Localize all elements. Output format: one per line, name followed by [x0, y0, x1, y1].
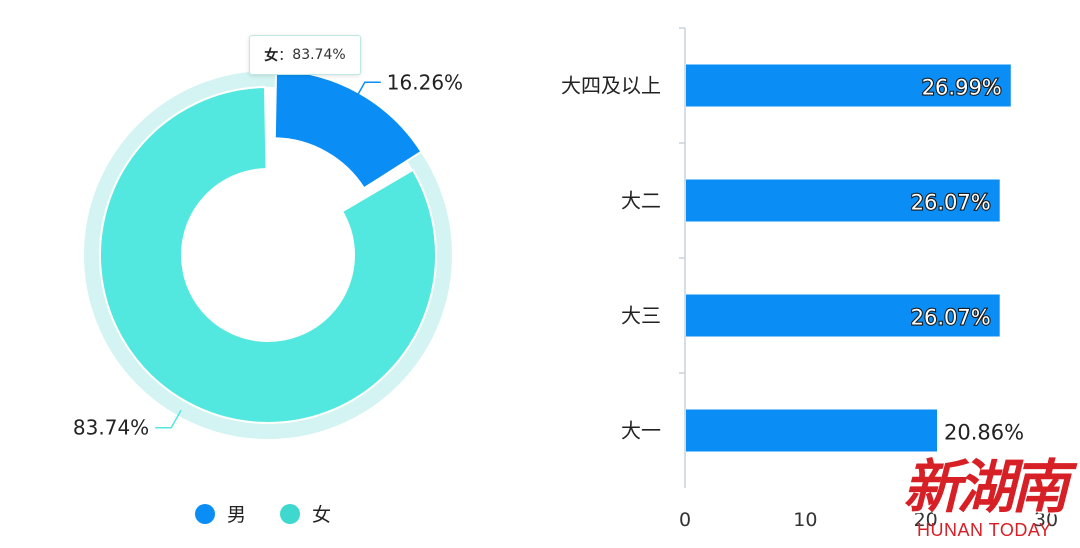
legend-dot-female [280, 503, 301, 524]
category-label: 大四及以上 [561, 74, 661, 98]
slice-label-female: 83.74% [73, 416, 149, 440]
value-label: 26.07% [911, 191, 991, 215]
donut-hover-halo [84, 71, 452, 439]
watermark-subtitle: HUNAN TODAY [917, 520, 1052, 540]
bar-1[interactable] [686, 64, 1011, 107]
value-label: 26.99% [922, 76, 1002, 100]
leader-line-male [354, 81, 381, 101]
tooltip-separator: ： [278, 48, 293, 64]
bar-2[interactable] [686, 179, 1000, 222]
slice-label-male: 16.26% [387, 70, 463, 94]
bar-4[interactable] [686, 409, 938, 452]
x-tick-label: 0 [679, 509, 691, 531]
bar-3[interactable] [686, 294, 1000, 337]
x-tick-label: 20 [914, 509, 938, 531]
tooltip-label: 女 [264, 48, 279, 64]
legend-item-female[interactable]: 女 [280, 500, 331, 527]
pie-tooltip: 女： 83.74% [249, 35, 361, 75]
watermark-title: 新湖南 [903, 453, 1069, 521]
legend-label-female: 女 [312, 504, 332, 526]
donut-chart: 16.26% 83.74% [73, 69, 463, 440]
category-label: 大二 [621, 189, 661, 213]
donut-slice-female[interactable] [99, 86, 437, 425]
category-label: 大三 [621, 304, 661, 328]
bar-chart: 大四及以上 26.99% 大二 26.07% 大三 26.07% 大一 20.86% 0 10 2… [561, 27, 1058, 531]
x-tick-label: 10 [793, 509, 817, 531]
legend-dot-male [195, 503, 215, 524]
legend-item-male[interactable]: 男 [195, 500, 246, 527]
category-label: 大一 [621, 419, 661, 443]
pie-legend: 男 女 [195, 500, 365, 527]
value-label: 20.86% [944, 421, 1024, 445]
x-tick-label: 30 [1034, 509, 1058, 531]
leader-line-female [155, 409, 182, 429]
hunan-today-watermark: 新湖南 HUNAN TODAY [895, 440, 1075, 548]
legend-label-male: 男 [227, 504, 247, 526]
donut-slice-male[interactable] [273, 69, 423, 190]
tooltip-value: 83.74% [292, 47, 346, 63]
value-label: 26.07% [911, 306, 991, 330]
